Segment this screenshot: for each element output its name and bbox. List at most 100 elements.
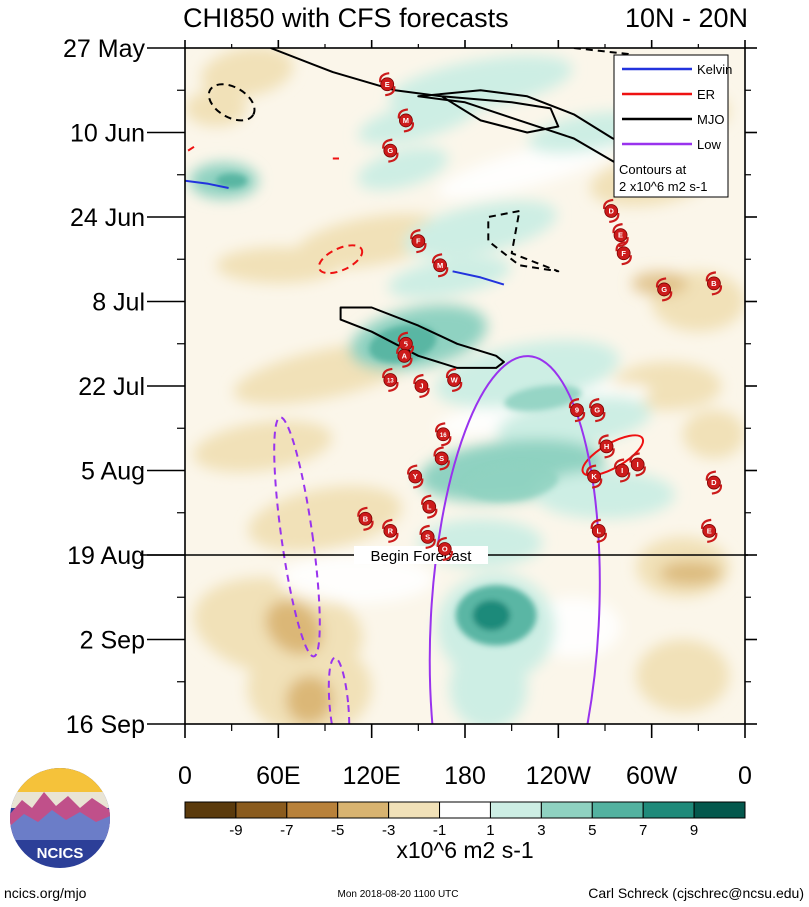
colorbar-label: 1 (486, 822, 494, 839)
colorbar-swatch (286, 801, 339, 819)
anomaly-region (436, 138, 618, 199)
storm-disc (420, 529, 435, 544)
storm-marker: M (431, 253, 449, 278)
storm-marker: Y (407, 464, 424, 489)
y-tick-label: 10 Jun (70, 120, 145, 148)
storm-label: E (385, 80, 390, 89)
legend: Kelvin ER MJO Low Contours at 2 x10^6 m2… (613, 54, 732, 198)
storm-disc (630, 457, 645, 472)
storm-arm (595, 412, 606, 423)
anomaly-region (193, 420, 333, 473)
x-tick-label: 120E (342, 762, 400, 790)
ncics-logo: NCICS (10, 768, 110, 868)
storm-disc (433, 258, 448, 273)
storm-arm (407, 464, 418, 475)
legend-entry-low: Low (622, 137, 721, 152)
storm-disc (447, 373, 462, 387)
colorbar-swatch (489, 801, 542, 819)
storm-label: W (451, 376, 459, 385)
storm-disc (706, 276, 721, 291)
y-tick-label: 5 Aug (81, 458, 145, 486)
legend-entry-mjo: MJO (622, 112, 724, 127)
storm-label: I (637, 460, 639, 469)
storm-disc (408, 469, 423, 484)
storm-label: J (419, 382, 423, 391)
x-tick-label: 120W (526, 762, 592, 790)
colorbar-swatch (540, 801, 593, 819)
storm-arm (596, 532, 607, 543)
colorbar-label: -5 (331, 822, 344, 839)
anomaly-region (449, 645, 528, 724)
anomaly-region (504, 384, 582, 412)
storm-disc (570, 403, 584, 418)
anomaly-region (358, 96, 479, 145)
storm-label: K (591, 472, 597, 481)
storm-disc (436, 427, 451, 442)
storm-label: F (621, 249, 626, 258)
footer-timestamp: Mon 2018-08-20 1100 UTC (338, 889, 459, 900)
wave-contour (270, 48, 560, 134)
storm-label: O (442, 545, 448, 554)
storm-arm (419, 387, 430, 399)
legend-note-line1: Contours at (619, 162, 687, 177)
y-tick-label: 16 Sep (66, 711, 145, 739)
anomaly-region (294, 213, 449, 269)
anomaly-region (636, 639, 730, 712)
y-tick-label: 2 Sep (80, 627, 145, 655)
storm-marker: G (382, 138, 399, 163)
colorbar-swatch (184, 801, 237, 819)
legend-note-line2: 2 x10^6 m2 s-1 (619, 179, 707, 194)
storm-arm (445, 367, 457, 379)
storm-disc (397, 348, 412, 363)
storm-arm (707, 532, 718, 543)
storm-marker: I (629, 452, 646, 477)
storm-marker: A (396, 343, 413, 368)
colorbar-label: -9 (229, 822, 242, 839)
colorbar-swatch (388, 801, 441, 819)
storm-arm (382, 518, 393, 529)
anomaly-region (357, 147, 449, 190)
anomaly-region (278, 555, 434, 604)
storm-disc (414, 379, 429, 393)
anomaly-region (465, 463, 559, 502)
storm-marker: D (603, 198, 620, 224)
legend-label-er: ER (697, 87, 715, 102)
storm-arm (435, 422, 446, 433)
storm-marker: J (413, 373, 430, 399)
storm-arm (711, 285, 723, 296)
storm-arm (604, 448, 615, 459)
storm-arm (619, 472, 631, 483)
storm-marker: S (419, 524, 436, 549)
storm-arm (613, 458, 625, 469)
storm-label: E (618, 231, 623, 240)
storm-label: D (711, 478, 717, 487)
x-tick-label: 180 (444, 762, 486, 790)
footer-url[interactable]: ncics.org/mjo (4, 885, 87, 901)
storm-label: L (427, 502, 432, 511)
storm-arm (382, 138, 393, 149)
storm-disc (657, 282, 672, 297)
anomaly-region (201, 48, 294, 98)
storm-label: 9 (575, 406, 579, 415)
storm-disc (604, 204, 619, 218)
storm-arm (661, 291, 673, 302)
colorbar: x10^6 m2 s-1 -9 -7 -5 -3 -1 1 3 5 7 9 (184, 801, 746, 863)
storm-label: 16 (440, 433, 447, 439)
storm-marker: S (433, 446, 450, 471)
storm-arm (427, 508, 438, 519)
storm-arm (388, 152, 399, 163)
storm-arm (413, 373, 424, 385)
storm-disc (590, 403, 605, 418)
x-tick-label: 0 (178, 762, 192, 790)
storm-disc (380, 77, 395, 92)
wave-contour (339, 306, 505, 369)
storm-arm (396, 343, 407, 354)
storm-label: M (437, 261, 443, 270)
storm-marker: E (701, 518, 718, 543)
anomaly-region (265, 600, 323, 655)
storm-label: Y (413, 472, 418, 481)
storm-arm (403, 122, 415, 133)
storm-label: E (707, 526, 712, 535)
storm-marker: 16 (435, 422, 452, 447)
wave-contour (317, 244, 364, 275)
